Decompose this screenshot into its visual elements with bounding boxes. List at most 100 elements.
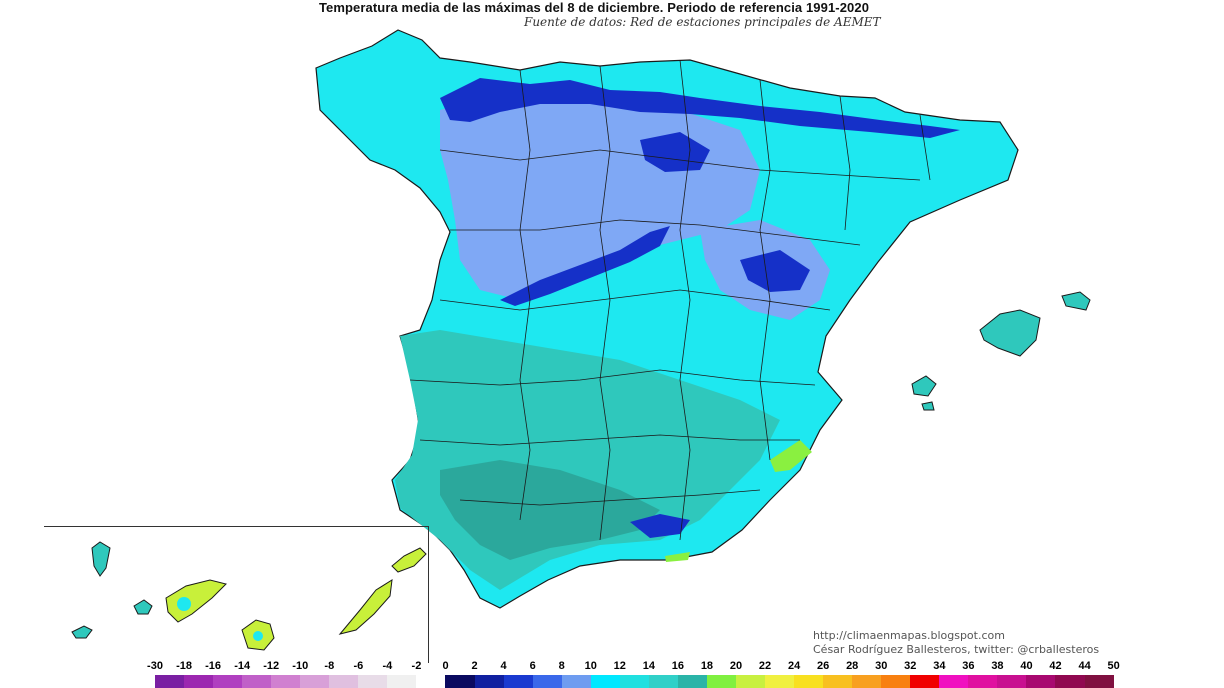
legend-tick-label: 0 xyxy=(442,660,449,672)
legend-swatch xyxy=(213,675,243,688)
legend-swatch xyxy=(532,675,562,688)
legend-tick-label: -6 xyxy=(353,660,364,672)
legend-tick-label: 28 xyxy=(846,660,859,672)
legend-tick-label: 2 xyxy=(471,660,478,672)
legend-swatch xyxy=(968,675,998,688)
legend-swatch xyxy=(242,675,272,688)
province-borders xyxy=(409,59,931,541)
legend-swatch xyxy=(329,675,359,688)
legend-tick-label: 10 xyxy=(584,660,597,672)
legend-swatch xyxy=(590,675,620,688)
picos-highland xyxy=(640,132,710,172)
balearic-islands xyxy=(911,291,1091,411)
legend-tick-label: 6 xyxy=(529,660,536,672)
legend-swatch xyxy=(764,675,795,688)
legend-swatch xyxy=(358,675,388,688)
legend-tick-label: 38 xyxy=(991,660,1004,672)
legend-tick-label: -16 xyxy=(205,660,222,672)
legend-tick-label: 32 xyxy=(904,660,917,672)
legend-tick-label: -8 xyxy=(324,660,335,672)
iberian-peaks xyxy=(740,250,810,292)
color-legend: -30 -18 -16 -14 -12 -10 -8 -6 -4 -2 0 2 4 6 8 10 12 14 16 1… xyxy=(0,660,1224,688)
southeast-warm-coast xyxy=(770,440,812,472)
legend-tick-label: 24 xyxy=(787,660,801,672)
map-title: Temperatura media de las máximas del 8 d… xyxy=(318,0,870,15)
legend-swatch xyxy=(648,675,678,688)
legend-tick-label: 4 xyxy=(500,660,507,672)
legend-tick-label: 44 xyxy=(1078,660,1091,672)
legend-swatch xyxy=(561,675,591,688)
legend-swatch xyxy=(794,675,824,688)
legend-swatch xyxy=(997,675,1027,688)
gran-canaria-summit xyxy=(253,631,263,641)
formentera xyxy=(921,401,935,411)
el-hierro xyxy=(71,625,93,639)
legend-swatch xyxy=(939,675,969,688)
legend-swatch xyxy=(1026,675,1056,688)
legend-tick-label: 20 xyxy=(729,660,743,672)
legend-swatch xyxy=(271,675,301,688)
legend-tick-label: 26 xyxy=(817,660,830,672)
legend-tick-label: -14 xyxy=(234,660,251,672)
la-palma xyxy=(91,541,111,577)
legend-tick-label: -10 xyxy=(292,660,309,672)
credits: http://climaenmapas.blogspot.com César R… xyxy=(813,629,1099,657)
legend-swatch xyxy=(445,675,475,688)
canary-islands xyxy=(71,541,427,651)
canary-inset-frame xyxy=(44,526,429,663)
legend-tick-label: 14 xyxy=(642,660,655,672)
legend-tick-label: 40 xyxy=(1020,660,1033,672)
central-system xyxy=(500,226,670,306)
legend-swatch xyxy=(910,675,940,688)
menorca xyxy=(1061,291,1091,311)
legend-tick-label: -12 xyxy=(263,660,280,672)
legend-swatch xyxy=(823,675,853,688)
legend-tick-label: 22 xyxy=(758,660,772,672)
legend-tick-label: 16 xyxy=(671,660,685,672)
legend-swatch xyxy=(1084,675,1114,688)
legend-swatch xyxy=(619,675,649,688)
legend-swatch xyxy=(881,675,911,688)
malaga-coast xyxy=(665,552,690,562)
cantabrian-mountains xyxy=(440,78,960,138)
legend-swatch xyxy=(155,675,185,688)
legend-swatch xyxy=(184,675,214,688)
legend-swatch xyxy=(416,675,446,688)
fuerteventura xyxy=(338,579,393,635)
legend-swatch xyxy=(706,675,736,688)
la-gomera xyxy=(133,599,153,615)
credits-url: http://climaenmapas.blogspot.com xyxy=(813,629,1005,642)
ibiza xyxy=(911,375,937,397)
legend-color-bar xyxy=(155,675,1114,688)
legend-tick-label: 18 xyxy=(700,660,714,672)
legend-tick-label: 8 xyxy=(558,660,565,672)
legend-swatch xyxy=(677,675,707,688)
teide-peak xyxy=(177,597,191,611)
legend-tick-label: -2 xyxy=(411,660,422,672)
legend-swatch xyxy=(300,675,330,688)
mallorca xyxy=(979,309,1041,357)
sierra-nevada xyxy=(630,514,690,538)
legend-swatch xyxy=(503,675,533,688)
map-subtitle: Fuente de datos: Red de estaciones princ… xyxy=(524,15,881,29)
legend-tick-label: -30 xyxy=(147,660,163,672)
legend-swatch xyxy=(852,675,882,688)
legend-tick-label: 42 xyxy=(1049,660,1062,672)
legend-swatch xyxy=(474,675,504,688)
legend-tick-label: 12 xyxy=(613,660,626,672)
legend-tick-label: -4 xyxy=(382,660,393,672)
legend-tick-label: 50 xyxy=(1107,660,1120,672)
credits-author: César Rodríguez Ballesteros, twitter: @c… xyxy=(813,643,1100,656)
peninsula xyxy=(315,29,1019,609)
legend-swatch xyxy=(735,675,765,688)
lanzarote xyxy=(391,547,427,573)
legend-tick-label: 30 xyxy=(875,660,888,672)
legend-tick-label: 36 xyxy=(962,660,975,672)
legend-swatch xyxy=(387,675,417,688)
legend-tick-label: 34 xyxy=(933,660,946,672)
tenerife xyxy=(165,579,227,623)
legend-tick-label: -18 xyxy=(176,660,192,672)
legend-swatch xyxy=(1055,675,1085,688)
guadalquivir-valley xyxy=(440,460,660,560)
